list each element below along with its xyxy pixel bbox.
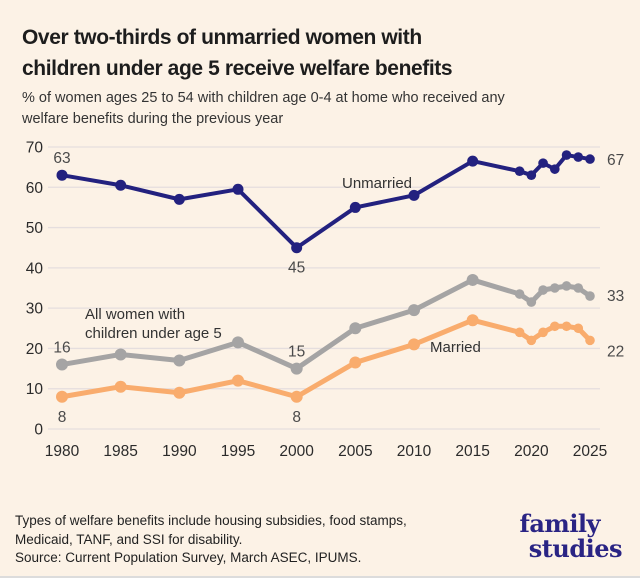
y-tick-label-20: 20: [26, 341, 44, 358]
point-all-women-1980: [56, 358, 68, 371]
subtitle-line-1: % of women ages 25 to 54 with children a…: [22, 90, 505, 106]
value-label-all-women-2000: 15: [288, 344, 305, 361]
point-married-1985: [114, 380, 127, 393]
point-married-2000: [290, 390, 303, 403]
source-line: Source: Current Population Survey, March…: [15, 550, 362, 565]
y-tick-label-0: 0: [34, 422, 43, 439]
point-married-2015: [466, 314, 479, 327]
point-all-women-2023: [561, 281, 572, 291]
point-unmarried-2023: [561, 150, 572, 160]
x-tick-label-2025: 2025: [573, 443, 607, 460]
point-unmarried-2021: [538, 158, 548, 168]
point-married-1990: [173, 386, 186, 399]
series-label-0: Unmarried: [342, 175, 412, 192]
value-label-married-2000: 8: [292, 409, 301, 426]
point-married-2024: [573, 323, 584, 334]
y-tick-label-70: 70: [26, 140, 44, 157]
bottom-edge-divider: [0, 576, 640, 578]
point-married-2025: [585, 335, 595, 346]
point-all-women-2022: [550, 283, 560, 293]
point-unmarried-2010: [408, 189, 420, 201]
chart-subtitle: % of women ages 25 to 54 with children a…: [22, 88, 602, 130]
point-all-women-1985: [114, 348, 127, 361]
point-married-1995: [232, 374, 244, 387]
series-label-1: All women with: [85, 306, 185, 323]
x-tick-label-1990: 1990: [162, 443, 197, 460]
point-married-2019: [514, 327, 525, 338]
value-label-unmarried-2000: 45: [288, 260, 305, 277]
point-married-2023: [561, 321, 572, 332]
point-unmarried-1990: [173, 193, 185, 205]
point-unmarried-2024: [573, 152, 584, 162]
point-married-2005: [349, 356, 362, 369]
point-unmarried-2005: [349, 201, 361, 213]
x-tick-label-2005: 2005: [338, 443, 372, 460]
page-title: Over two-thirds of unmarried women with …: [22, 22, 602, 84]
x-tick-label-2020: 2020: [514, 443, 549, 460]
point-all-women-2024: [573, 283, 584, 293]
value-label-unmarried-1980: 63: [53, 150, 70, 167]
note-line-1: Types of welfare benefits include housin…: [15, 513, 407, 528]
point-married-2010: [408, 338, 420, 351]
x-tick-label-2010: 2010: [397, 443, 432, 460]
point-all-women-2000: [290, 362, 303, 375]
point-all-women-2021: [538, 285, 548, 295]
point-unmarried-2000: [291, 242, 303, 254]
point-unmarried-2022: [550, 164, 560, 174]
point-all-women-2020: [526, 297, 537, 307]
x-tick-label-1985: 1985: [103, 443, 137, 460]
x-tick-label-2000: 2000: [279, 443, 314, 460]
point-unmarried-1995: [232, 183, 244, 195]
value-label-all-women-1980: 16: [53, 340, 70, 357]
point-all-women-1990: [173, 354, 186, 367]
point-all-women-2025: [585, 291, 595, 301]
y-tick-label-60: 60: [26, 180, 44, 197]
point-all-women-2019: [514, 289, 525, 299]
end-label-67: 67: [607, 152, 624, 169]
y-tick-label-50: 50: [26, 220, 44, 237]
point-married-2020: [526, 335, 537, 346]
point-unmarried-2015: [467, 155, 479, 167]
point-all-women-2005: [349, 322, 362, 335]
footnotes: Types of welfare benefits include housin…: [15, 512, 485, 568]
note-line-2: Medicaid, TANF, and SSI for disability.: [15, 531, 243, 547]
title-line-1: Over two-thirds of unmarried women with: [22, 26, 422, 49]
series-label-2: children under age 5: [85, 325, 222, 342]
point-all-women-2015: [466, 273, 479, 286]
point-unmarried-2019: [514, 166, 525, 176]
x-tick-label-2015: 2015: [455, 443, 489, 460]
value-label-married-1980: 8: [58, 409, 67, 426]
point-unmarried-2025: [585, 154, 595, 164]
point-all-women-1995: [232, 336, 244, 349]
family-studies-logo-line1: family: [519, 509, 601, 538]
y-tick-label-30: 30: [26, 301, 44, 318]
title-line-2: children under age 5 receive welfare ben…: [22, 57, 453, 80]
series-line-unmarried: [60, 153, 592, 250]
point-unmarried-2020: [526, 170, 537, 180]
y-tick-label-40: 40: [26, 260, 44, 277]
point-unmarried-1980: [56, 169, 68, 181]
point-married-2021: [538, 327, 548, 338]
point-unmarried-1985: [115, 179, 127, 191]
y-tick-label-10: 10: [26, 381, 44, 398]
family-studies-logo-line2: studies: [528, 534, 623, 563]
subtitle-line-2: welfare benefits during the previous yea…: [22, 111, 284, 127]
end-label-33: 33: [607, 288, 624, 305]
x-tick-label-1980: 1980: [45, 443, 80, 460]
point-married-2022: [550, 321, 560, 332]
x-tick-label-1995: 1995: [221, 443, 255, 460]
series-label-3: Married: [430, 339, 481, 356]
point-married-1980: [56, 390, 68, 403]
point-all-women-2010: [408, 304, 420, 317]
end-label-22: 22: [607, 343, 624, 360]
